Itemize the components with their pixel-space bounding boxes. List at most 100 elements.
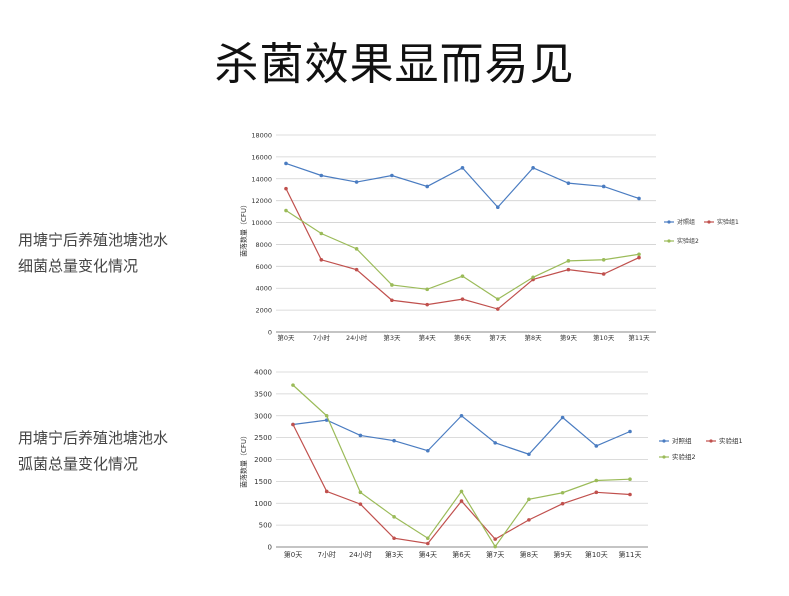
chart1-y-axis-label: 菌落数量（CFU） [239, 201, 248, 257]
chart2-series-2-point [358, 502, 363, 506]
chart2-series-2-point [594, 490, 599, 495]
chart1-legend-marker-2 [707, 220, 711, 224]
chart1-x-tick-label: 第3天 [383, 333, 401, 342]
chart1-series-2-point [566, 267, 571, 272]
chart2-series-2-point [324, 489, 329, 494]
chart2-series-1-point [392, 438, 396, 443]
chart2-y-tick-label: 2000 [254, 456, 272, 464]
chart2-x-tick-label: 24小时 [349, 550, 372, 559]
chart2-x-tick-label: 第0天 [284, 550, 302, 559]
chart1-legend-label-2: 实验组1 [717, 218, 739, 226]
chart2-series-2-point [560, 501, 565, 506]
chart1-y-tick-label: 14000 [251, 175, 272, 183]
chart1-series-3-point [354, 247, 359, 251]
chart2-series-2-point [527, 518, 531, 522]
chart1-series-2-point [601, 272, 606, 276]
chart2-series-1-point [426, 448, 430, 453]
chart2-x-tick-label: 第9天 [553, 550, 571, 559]
chart1-caption-line2: 细菌总量变化情况 [18, 257, 139, 275]
chart1-series-3-point [390, 283, 394, 287]
chart2-series-2-point [426, 541, 430, 546]
chart1-series-2-point [390, 298, 394, 303]
chart1-y-tick-label: 6000 [255, 263, 272, 271]
chart1-series-1-point [319, 173, 324, 178]
chart2-series-1-point [358, 433, 363, 438]
chart2-caption-line1: 用塘宁后养殖池塘池水 [18, 429, 169, 447]
chart2-series-line-2 [292, 424, 631, 545]
chart2-caption-line2: 弧菌总量变化情况 [18, 455, 139, 473]
chart1-series-2-point [460, 297, 465, 301]
chart1-caption: 用塘宁后养殖池塘池水 细菌总量变化情况 [18, 227, 218, 279]
chart1-series-3-point [496, 297, 500, 301]
chart1-x-tick-label: 7小时 [313, 333, 331, 342]
chart1-series-3-point [601, 257, 606, 262]
chart2-series-3-point [560, 490, 565, 495]
chart2-legend-marker-1 [662, 439, 666, 443]
chart2-series-2-point [493, 537, 498, 541]
chart1-series-3-point [425, 287, 430, 292]
chart1-x-tick-label: 第4天 [419, 333, 437, 342]
chart1-series-1-point [637, 196, 641, 201]
chart2-series-3-point [291, 383, 295, 387]
chart1-series-1-point [460, 166, 465, 170]
chart2-series-3-point [594, 478, 599, 483]
chart1-series-1-point [496, 205, 500, 210]
chart1-x-tick-label: 第8天 [525, 333, 543, 342]
chart1-series-1-point [531, 166, 535, 170]
chart2-legend-label-2: 实验组1 [719, 436, 743, 445]
chart1-y-tick-label: 16000 [251, 153, 272, 161]
chart2-legend-label-3: 实验组2 [672, 452, 696, 461]
chart1-series-1-point [354, 180, 359, 184]
chart1-series-3-point [566, 259, 571, 263]
chart1-series-line-2 [285, 188, 640, 310]
chart2-series-1-point [459, 413, 464, 418]
chart1-series-2-point [496, 307, 500, 311]
chart2-series-2-point [392, 536, 396, 541]
chart1-series-3-point [637, 252, 641, 257]
chart2-legend-label-1: 对照组 [672, 436, 692, 445]
chart2-series-1-point [560, 415, 565, 420]
chart2-series-2-point [291, 422, 295, 427]
chart1-series-1-point [566, 181, 571, 185]
chart1-series-line-3 [285, 210, 640, 300]
chart2-series-2-point [628, 492, 632, 497]
chart1-series-1-point [601, 184, 606, 189]
chart1-x-tick-label: 第10天 [593, 333, 615, 342]
chart2-series-3-point [324, 413, 329, 418]
chart2-y-tick-label: 3500 [254, 390, 272, 398]
chart2-series-3-point [426, 536, 430, 541]
chart1-x-tick-label: 第7天 [489, 333, 507, 342]
chart2-y-tick-label: 4000 [254, 369, 272, 377]
chart1-y-tick-label: 4000 [255, 285, 272, 293]
chart2-series-3-point [358, 490, 363, 495]
chart1-x-tick-label: 24小时 [346, 333, 368, 342]
chart2-series-3-point [493, 544, 498, 549]
chart1-series-2-point [637, 255, 641, 260]
chart1-y-tick-label: 12000 [251, 197, 272, 205]
chart1-y-tick-label: 0 [268, 329, 272, 337]
chart2-y-tick-label: 1500 [254, 478, 272, 486]
chart2-y-tick-label: 0 [268, 544, 272, 552]
chart2-series-3-point [527, 497, 531, 502]
chart2-x-tick-label: 第10天 [585, 550, 608, 559]
chart1-x-tick-label: 第0天 [277, 333, 295, 342]
chart2-x-tick-label: 第4天 [419, 550, 437, 559]
chart1-series-2-point [354, 267, 359, 272]
chart2-legend-marker-2 [709, 439, 713, 443]
chart2-y-tick-label: 1000 [254, 500, 272, 508]
chart2-x-tick-label: 第11天 [619, 550, 642, 559]
chart2-y-tick-label: 500 [259, 522, 272, 530]
chart2-y-tick-label: 2500 [254, 434, 272, 442]
chart1-y-tick-label: 18000 [251, 132, 272, 140]
chart1-y-tick-label: 10000 [251, 219, 272, 227]
chart2-series-1-point [628, 429, 632, 434]
chart1-y-tick-label: 2000 [255, 307, 272, 315]
chart2-legend-marker-3 [662, 455, 666, 459]
chart2-series-line-3 [292, 384, 631, 548]
chart1-x-tick-label: 第6天 [454, 333, 472, 342]
chart2-series-3-point [459, 489, 464, 494]
chart2-y-tick-label: 3000 [254, 412, 272, 420]
chart1-series-3-point [460, 274, 465, 278]
chart1-series-1-point [284, 161, 288, 166]
chart1-caption-line1: 用塘宁后养殖池塘池水 [18, 231, 169, 249]
